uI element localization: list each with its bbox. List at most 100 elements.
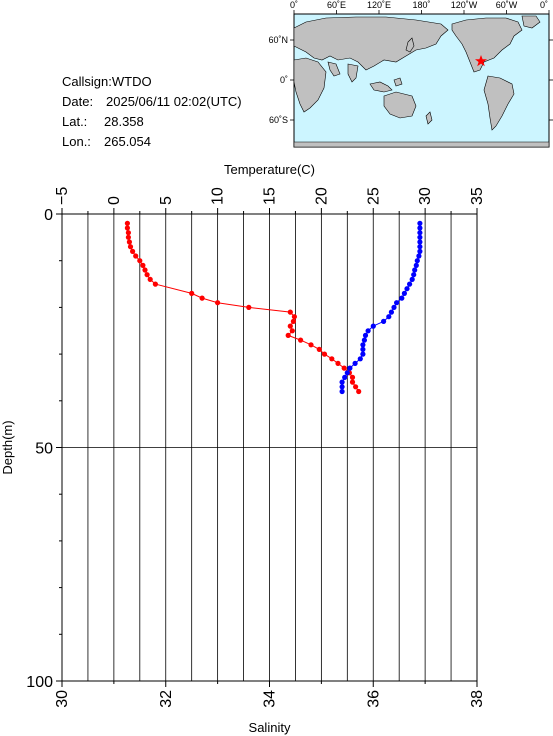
station-marker xyxy=(475,55,487,67)
map-lat-label-0: 60˚N xyxy=(268,35,288,45)
date-value: 2025/06/11 02:02(UTC) xyxy=(106,94,242,109)
salinity-point xyxy=(342,374,348,380)
salinity-point xyxy=(417,239,423,245)
bottom-axis-tick-label: 38 xyxy=(469,690,486,708)
salinity-point xyxy=(413,262,419,268)
top-axis-tick-label: 5 xyxy=(158,196,175,205)
salinity-profile-line xyxy=(341,223,421,392)
salinity-point xyxy=(411,272,417,278)
world-map: 0˚ 60˚E 120˚E 180˚ 120˚W 60˚W 0˚ 60˚N 0˚… xyxy=(268,0,553,148)
salinity-point xyxy=(360,351,366,357)
temperature-point xyxy=(133,253,139,259)
salinity-point xyxy=(339,384,345,390)
map-lon-label-0: 0˚ xyxy=(290,0,298,10)
map-ticks xyxy=(290,10,553,121)
top-axis-tick-label: 0 xyxy=(106,196,123,205)
date-line: Date: 2025/06/11 02:02(UTC) xyxy=(62,94,242,109)
map-lat-label-1: 0˚ xyxy=(280,75,288,85)
salinity-point xyxy=(352,360,358,366)
salinity-point xyxy=(417,248,423,254)
temperature-point xyxy=(287,309,293,315)
temperature-point xyxy=(124,220,130,226)
top-axis-tick-label: 20 xyxy=(313,187,330,205)
temperature-point xyxy=(142,267,148,273)
lon-line: Lon.: 265.054 xyxy=(62,134,151,149)
temperature-point xyxy=(147,276,153,282)
temperature-point xyxy=(341,365,347,371)
bottom-axis-tick-label: 36 xyxy=(365,690,382,708)
map-lon-label-3: 180˚ xyxy=(412,0,430,10)
salinity-point xyxy=(407,281,413,287)
temperature-point xyxy=(125,230,131,236)
lon-value: 265.054 xyxy=(104,134,151,149)
temperature-point xyxy=(356,388,362,395)
temperature-point xyxy=(124,225,130,231)
salinity-point xyxy=(381,318,387,324)
temperature-point xyxy=(130,248,136,254)
salinity-point xyxy=(370,323,376,329)
salinity-point xyxy=(409,276,415,282)
salinity-point xyxy=(417,220,423,226)
map-land xyxy=(293,15,550,148)
salinity-point xyxy=(357,356,363,362)
map-lon-label-6: 0˚ xyxy=(540,0,548,10)
temperature-point xyxy=(144,272,150,278)
temperature-point xyxy=(353,384,359,390)
temperature-point xyxy=(215,300,221,306)
temperature-point xyxy=(137,258,143,264)
y-axis-tick-label: 50 xyxy=(35,441,53,458)
salinity-point xyxy=(416,253,422,259)
callsign-label: Callsign: xyxy=(62,74,112,89)
temperature-point xyxy=(316,346,322,352)
salinity-point xyxy=(344,370,350,376)
salinity-point xyxy=(361,337,367,343)
salinity-point xyxy=(417,244,423,250)
temperature-point xyxy=(246,304,252,310)
map-lon-label-4: 120˚W xyxy=(451,0,478,10)
chart-series xyxy=(124,220,423,395)
top-axis-tick-label: 25 xyxy=(365,187,382,205)
temperature-point xyxy=(291,314,297,320)
temperature-point xyxy=(289,328,295,334)
lon-label: Lon.: xyxy=(62,134,91,149)
salinity-point xyxy=(360,346,366,352)
y-axis-title: Depth(m) xyxy=(0,420,15,474)
bottom-axis-title: Salinity xyxy=(249,720,291,735)
salinity-point xyxy=(404,286,410,292)
salinity-point xyxy=(417,234,423,240)
map-lon-label-5: 60˚W xyxy=(496,0,518,10)
top-axis-tick-label: −5 xyxy=(54,187,71,205)
salinity-point xyxy=(339,379,345,385)
y-axis-tick-label: 100 xyxy=(26,674,53,691)
temperature-point xyxy=(349,379,356,385)
temperature-point xyxy=(199,295,205,301)
bottom-axis-tick-label: 34 xyxy=(262,690,279,708)
top-axis-tick-label: 15 xyxy=(262,187,279,205)
map-lat-label-2: 60˚S xyxy=(269,115,288,125)
salinity-point xyxy=(388,309,394,315)
y-axis-tick-label: 0 xyxy=(44,207,53,224)
callsign-value: WTDO xyxy=(111,74,152,89)
temperature-point xyxy=(126,239,132,245)
temperature-point xyxy=(321,351,328,357)
temperature-point xyxy=(298,337,304,343)
top-axis-tick-label: 10 xyxy=(210,187,227,205)
salinity-point xyxy=(414,258,420,264)
temperature-point xyxy=(329,356,335,362)
top-axis-title: Temperature(C) xyxy=(224,162,315,177)
salinity-point xyxy=(412,267,418,273)
temperature-point xyxy=(285,332,291,338)
salinity-point xyxy=(386,314,392,320)
salinity-point xyxy=(360,342,366,348)
bottom-axis-tick-label: 32 xyxy=(158,690,175,708)
salinity-point xyxy=(401,290,407,296)
map-lon-label-1: 60˚E xyxy=(327,0,346,10)
salinity-point xyxy=(347,365,353,371)
salinity-point xyxy=(417,225,423,231)
salinity-point xyxy=(362,332,369,338)
salinity-point xyxy=(391,304,397,310)
temperature-point xyxy=(152,281,158,287)
temperature-point xyxy=(335,360,341,366)
